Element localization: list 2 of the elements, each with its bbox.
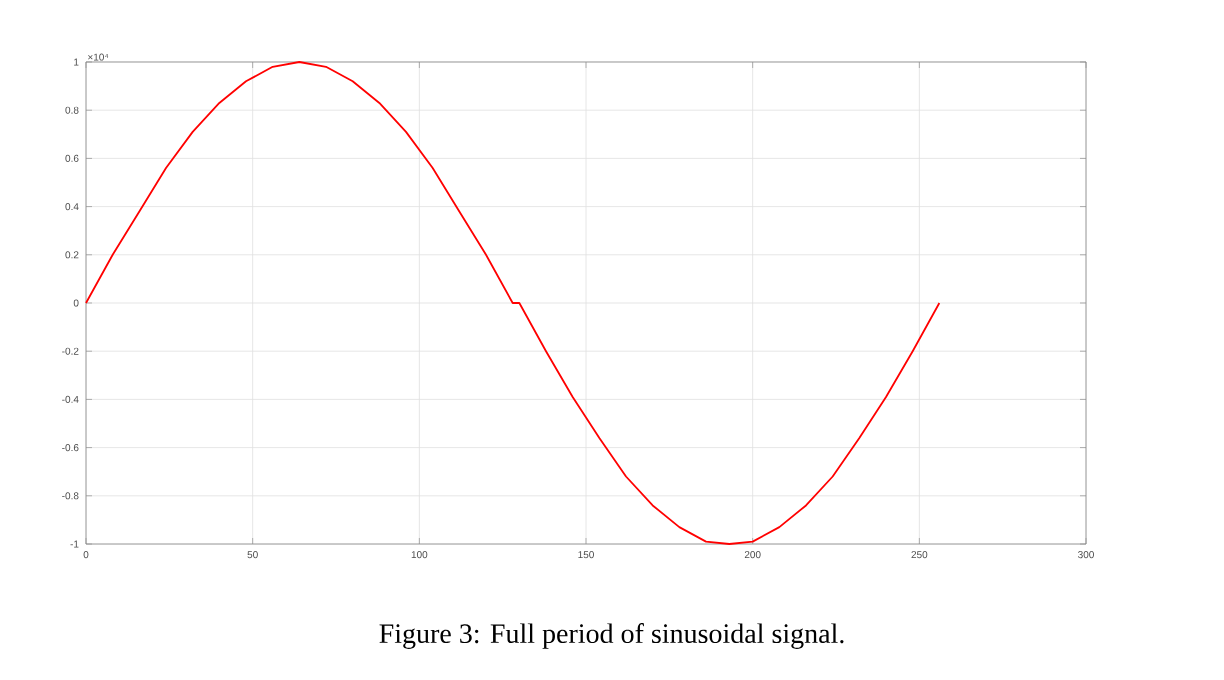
line-series: [85, 61, 941, 545]
caption: Figure 3: Full period of sinusoidal signal.: [379, 623, 844, 649]
